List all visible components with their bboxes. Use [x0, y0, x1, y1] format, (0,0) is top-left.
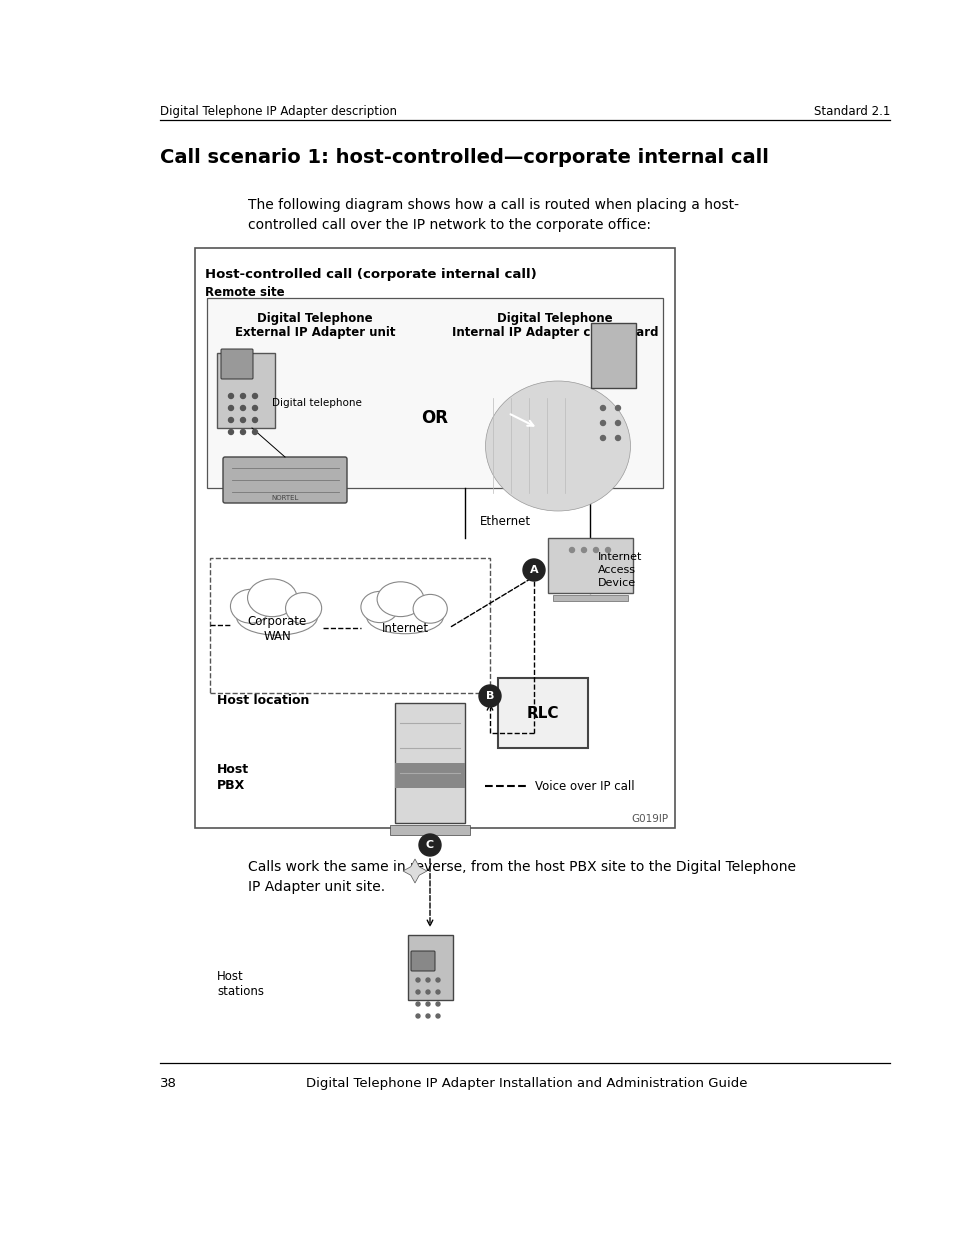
Text: stations: stations — [216, 986, 264, 998]
Circle shape — [229, 405, 233, 410]
Circle shape — [436, 1002, 439, 1007]
Circle shape — [522, 559, 544, 580]
Ellipse shape — [247, 579, 296, 616]
Ellipse shape — [360, 592, 398, 622]
Circle shape — [253, 417, 257, 422]
Ellipse shape — [413, 594, 447, 624]
Ellipse shape — [366, 600, 443, 634]
Text: Call scenario 1: host-controlled—corporate internal call: Call scenario 1: host-controlled—corpora… — [160, 148, 768, 167]
Text: Internet: Internet — [598, 552, 641, 562]
Text: PBX: PBX — [216, 779, 245, 792]
Text: Ethernet: Ethernet — [479, 515, 531, 529]
Circle shape — [240, 417, 245, 422]
Text: The following diagram shows how a call is routed when placing a host-: The following diagram shows how a call i… — [248, 198, 739, 212]
Text: Access: Access — [598, 564, 636, 576]
Circle shape — [436, 990, 439, 994]
Circle shape — [436, 978, 439, 982]
Text: Digital Telephone IP Adapter description: Digital Telephone IP Adapter description — [160, 105, 396, 119]
Circle shape — [615, 420, 619, 426]
Circle shape — [416, 978, 419, 982]
Circle shape — [240, 405, 245, 410]
Circle shape — [426, 1002, 430, 1007]
Text: Voice over IP call: Voice over IP call — [535, 779, 634, 793]
FancyBboxPatch shape — [408, 935, 453, 1000]
Text: Internal IP Adapter circuit card: Internal IP Adapter circuit card — [452, 326, 658, 338]
Bar — [395, 763, 464, 788]
Text: RLC: RLC — [526, 705, 558, 720]
Circle shape — [426, 978, 430, 982]
Text: C: C — [425, 840, 434, 850]
Circle shape — [418, 834, 440, 856]
FancyBboxPatch shape — [223, 457, 347, 503]
Text: Calls work the same in reverse, from the host PBX site to the Digital Telephone: Calls work the same in reverse, from the… — [248, 860, 795, 874]
Ellipse shape — [231, 589, 270, 624]
Circle shape — [615, 405, 619, 410]
Text: Device: Device — [598, 578, 636, 588]
Circle shape — [615, 436, 619, 441]
Bar — [207, 298, 662, 488]
Circle shape — [253, 405, 257, 410]
Circle shape — [581, 547, 586, 552]
Text: Host-controlled call (corporate internal call): Host-controlled call (corporate internal… — [205, 268, 537, 282]
Text: 38: 38 — [160, 1077, 176, 1091]
Text: External IP Adapter unit: External IP Adapter unit — [234, 326, 395, 338]
Text: B: B — [485, 692, 494, 701]
FancyBboxPatch shape — [216, 353, 274, 429]
Text: IP Adapter unit site.: IP Adapter unit site. — [248, 881, 385, 894]
Text: Host location: Host location — [216, 694, 309, 708]
Circle shape — [599, 405, 605, 410]
Text: Digital Telephone: Digital Telephone — [497, 312, 612, 325]
Text: Digital Telephone: Digital Telephone — [257, 312, 373, 325]
FancyBboxPatch shape — [411, 951, 435, 971]
Circle shape — [436, 1014, 439, 1018]
Bar — [194, 248, 675, 827]
Circle shape — [416, 1002, 419, 1007]
Text: Internet: Internet — [381, 621, 428, 635]
FancyBboxPatch shape — [221, 350, 253, 379]
Circle shape — [426, 1014, 430, 1018]
Polygon shape — [402, 860, 427, 883]
Text: Host: Host — [216, 969, 244, 983]
FancyBboxPatch shape — [590, 324, 636, 388]
Text: WAN: WAN — [263, 630, 291, 642]
Circle shape — [599, 420, 605, 426]
Ellipse shape — [485, 382, 630, 511]
Circle shape — [416, 990, 419, 994]
Text: Host: Host — [216, 763, 249, 776]
Text: Digital Telephone IP Adapter Installation and Administration Guide: Digital Telephone IP Adapter Installatio… — [306, 1077, 747, 1091]
Bar — [547, 538, 633, 593]
Circle shape — [253, 430, 257, 435]
Text: G019IP: G019IP — [631, 814, 668, 824]
Text: OR: OR — [421, 409, 448, 427]
Text: NORTEL: NORTEL — [271, 495, 298, 501]
Ellipse shape — [285, 593, 321, 624]
Circle shape — [605, 547, 610, 552]
Bar — [497, 678, 587, 748]
Text: Digital telephone: Digital telephone — [272, 398, 361, 408]
Circle shape — [593, 547, 598, 552]
Circle shape — [229, 430, 233, 435]
Circle shape — [426, 990, 430, 994]
Bar — [210, 558, 490, 693]
Text: Standard 2.1: Standard 2.1 — [813, 105, 889, 119]
Circle shape — [569, 547, 574, 552]
Bar — [553, 595, 627, 601]
Circle shape — [253, 394, 257, 399]
Text: controlled call over the IP network to the corporate office:: controlled call over the IP network to t… — [248, 219, 650, 232]
Circle shape — [229, 394, 233, 399]
Text: Remote site: Remote site — [205, 287, 284, 299]
Circle shape — [229, 417, 233, 422]
Circle shape — [416, 1014, 419, 1018]
Ellipse shape — [236, 599, 317, 635]
Text: A: A — [529, 564, 537, 576]
Text: Corporate: Corporate — [247, 615, 306, 627]
Circle shape — [240, 394, 245, 399]
Circle shape — [478, 685, 500, 706]
Ellipse shape — [376, 582, 423, 616]
Circle shape — [599, 436, 605, 441]
FancyBboxPatch shape — [395, 703, 464, 823]
Bar — [390, 825, 470, 835]
Circle shape — [240, 430, 245, 435]
